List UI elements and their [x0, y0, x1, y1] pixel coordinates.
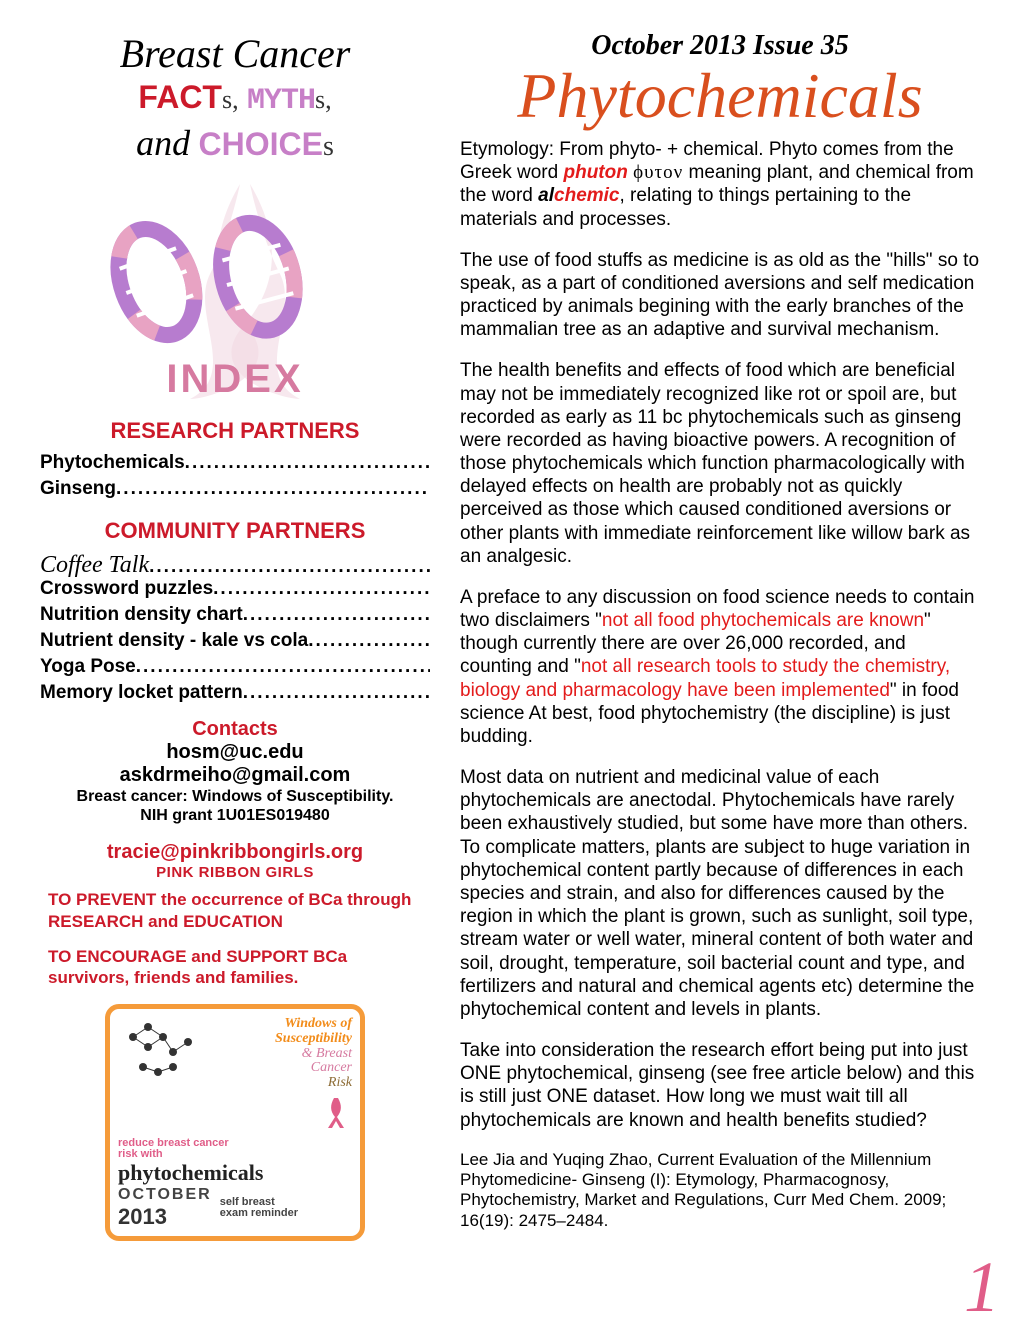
contacts-sub1: Breast cancer: Windows of Susceptibility… — [40, 787, 430, 806]
page-number: 1 — [964, 1262, 1000, 1312]
index-dots: ........................... — [243, 604, 430, 626]
paragraph-6: Take into consideration the research eff… — [460, 1039, 980, 1132]
index-row: Phytochemicals..........................… — [40, 452, 430, 478]
index-dots: .................................. — [213, 578, 430, 600]
etym-al: al — [538, 185, 554, 206]
pink-ribbon-icon — [275, 1095, 352, 1136]
promo-amp: & — [302, 1046, 313, 1061]
etym-phuton: phuton — [563, 162, 627, 183]
index-label: Ginseng — [40, 478, 116, 499]
and-word: and — [136, 123, 190, 163]
contact-email-2: askdrmeiho@gmail.com — [40, 764, 430, 787]
contacts-sub2: NIH grant 1U01ES019480 — [40, 806, 430, 825]
index-dots: ..................................... — [185, 452, 430, 474]
index-row: Memory locket pattern...................… — [40, 682, 430, 708]
molecule-icon — [118, 1017, 275, 1135]
index-label: Yoga Pose — [40, 656, 136, 677]
masthead-line1: Breast Cancer — [40, 30, 430, 77]
tracie-email: tracie@pinkribbongirls.org — [40, 841, 430, 864]
issue-line: October 2013 Issue 35 — [460, 30, 980, 62]
promo-sbe1: self breast — [220, 1197, 298, 1208]
myths-suffix: s, — [315, 85, 332, 114]
choice-suffix: s — [323, 131, 334, 162]
research-partners-head: RESEARCH PARTNERS — [40, 418, 430, 444]
p4-r1: not all food phytochemicals are known — [602, 610, 924, 631]
index-dots: ........................................ — [149, 556, 430, 578]
promo-year: 2013 — [118, 1204, 212, 1230]
index-dots: ................... — [308, 630, 430, 652]
promo-card: Windows of Susceptibility & Breast Cance… — [105, 1004, 365, 1240]
promo-bca2: Cancer — [275, 1061, 352, 1076]
promo-sbe2: exam reminder — [220, 1208, 298, 1219]
index-row: Nutrition density chart.................… — [40, 604, 430, 630]
index-label: Nutrient density - kale vs cola — [40, 630, 308, 651]
index-row: Crossword puzzles.......................… — [40, 578, 430, 604]
mission-2: TO ENCOURAGE and SUPPORT BCa survivors, … — [40, 946, 430, 989]
promo-bca1: Breast — [316, 1046, 352, 1061]
index-row: Ginseng.................................… — [40, 478, 430, 504]
pink-ribbon-girls: PINK RIBBON GIRLS — [40, 864, 430, 881]
community-partners-head: COMMUNITY PARTNERS — [40, 518, 430, 544]
choice-word: CHOICE — [198, 126, 322, 162]
masthead-line3: and CHOICEs — [40, 122, 430, 164]
paragraph-2: The use of food stuffs as medicine is as… — [460, 249, 980, 342]
promo-month: OCTOBER — [118, 1186, 212, 1204]
article-title: Phytochemicals — [460, 64, 980, 128]
mission-1: TO PREVENT the occurrence of BCa through… — [40, 889, 430, 932]
promo-reduce2: risk with — [118, 1149, 352, 1160]
index-label: Nutrition density chart — [40, 604, 243, 625]
index-dots: ........................................… — [136, 656, 430, 678]
paragraph-3: The health benefits and effects of food … — [460, 359, 980, 568]
index-row: Yoga Pose...............................… — [40, 656, 430, 682]
etym-chemic: chemic — [554, 185, 619, 206]
promo-reduce1: reduce breast cancer — [118, 1138, 352, 1149]
contact-email-1: hosm@uc.edu — [40, 741, 430, 764]
citation: Lee Jia and Yuqing Zhao, Current Evaluat… — [460, 1150, 980, 1232]
facts-suffix: s, — [222, 85, 239, 114]
masthead-line2: FACTs, MYTHs, — [40, 79, 430, 118]
paragraph-5: Most data on nutrient and medicinal valu… — [460, 766, 980, 1021]
ribbon-dna-illustration: INDEX — [40, 174, 430, 404]
index-label: INDEX — [166, 357, 303, 401]
index-label: Crossword puzzles — [40, 578, 213, 599]
contacts-block: Contacts hosm@uc.edu askdrmeiho@gmail.co… — [40, 718, 430, 825]
index-label: Phytochemicals — [40, 452, 185, 473]
paragraph-4: A preface to any discussion on food scie… — [460, 586, 980, 748]
promo-risk: Risk — [275, 1076, 352, 1091]
index-row: Coffee Talk.............................… — [40, 552, 430, 578]
index-dots: ........................................… — [116, 478, 430, 500]
promo-wos1: Windows of — [275, 1017, 352, 1032]
research-index-list: Phytochemicals..........................… — [40, 452, 430, 504]
myths-word: MYTH — [247, 84, 315, 118]
promo-phyt: phytochemicals — [118, 1160, 352, 1186]
etym-greek: ϕυτον — [633, 162, 683, 183]
index-label: Coffee Talk — [40, 552, 149, 578]
index-dots: ............................. — [243, 682, 430, 704]
community-index-list: Coffee Talk.............................… — [40, 552, 430, 708]
index-row: Nutrient density - kale vs cola.........… — [40, 630, 430, 656]
facts-word: FACT — [138, 79, 222, 115]
promo-wos2: Susceptibility — [275, 1032, 352, 1047]
masthead: Breast Cancer FACTs, MYTHs, and CHOICEs — [40, 30, 430, 164]
index-label: Memory locket pattern — [40, 682, 243, 703]
etymology-paragraph: Etymology: From phyto- + chemical. Phyto… — [460, 138, 980, 231]
contacts-head: Contacts — [40, 718, 430, 741]
